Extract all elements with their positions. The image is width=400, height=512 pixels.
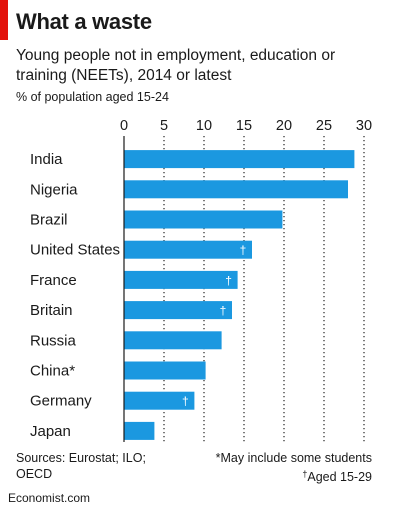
bar [124,180,348,199]
chart-title: What a waste [16,9,152,34]
x-tick-label: 0 [120,118,128,134]
units-label: % of population aged 15-24 [16,90,169,104]
x-tick-label: 20 [276,118,292,134]
footnote-age-text: Aged 15-29 [307,470,372,484]
x-tick-label: 10 [196,118,212,134]
bar [124,150,355,169]
bar-chart: 0 5 10 15 20 25 30 India Nigeria Brazil United Sta… [30,118,372,442]
x-tick-label: 30 [356,118,372,134]
brand-logo: Economist.com [8,491,91,505]
category-label: United States [30,242,120,259]
bar-dagger-mark: † [225,273,232,287]
bar [124,421,155,440]
footnotes: *May include some students †Aged 15-29 [172,450,372,485]
category-label: Britain [30,302,73,319]
bar-dagger-mark: † [240,243,247,257]
bar [124,240,252,259]
bar [124,391,195,410]
category-label: Russia [30,332,77,349]
bar-dagger-mark: † [220,304,227,318]
bar-dagger-mark: † [182,394,189,408]
sources-note: Sources: Eurostat; ILO; OECD [16,451,146,481]
category-label: India [30,151,63,168]
footnote-dagger: † [302,469,308,479]
accent-bar [0,0,8,40]
bar [124,301,232,320]
category-label: Germany [30,393,92,410]
bar [124,361,206,380]
category-label: Brazil [30,212,68,229]
category-label: China* [30,363,75,380]
category-label: Japan [30,423,71,440]
category-label: Nigeria [30,181,78,198]
x-tick-label: 5 [160,118,168,134]
bar [124,270,238,289]
chart-subtitle: Young people not in employment, educatio… [16,47,336,84]
x-tick-label: 25 [316,118,332,134]
category-label: France [30,272,77,289]
footnote-students: *May include some students [215,451,372,465]
bar [124,210,283,229]
footnote-age: †Aged 15-29 [172,466,372,485]
bar [124,331,222,350]
x-tick-label: 15 [236,118,252,134]
